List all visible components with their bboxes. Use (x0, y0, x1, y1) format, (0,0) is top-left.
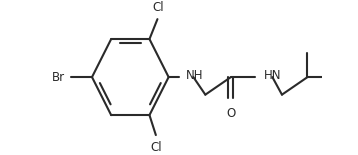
Text: Cl: Cl (150, 141, 162, 154)
Text: HN: HN (263, 69, 281, 82)
Text: O: O (226, 107, 236, 120)
Text: Cl: Cl (153, 1, 164, 14)
Text: Br: Br (52, 71, 65, 84)
Text: NH: NH (186, 69, 204, 82)
